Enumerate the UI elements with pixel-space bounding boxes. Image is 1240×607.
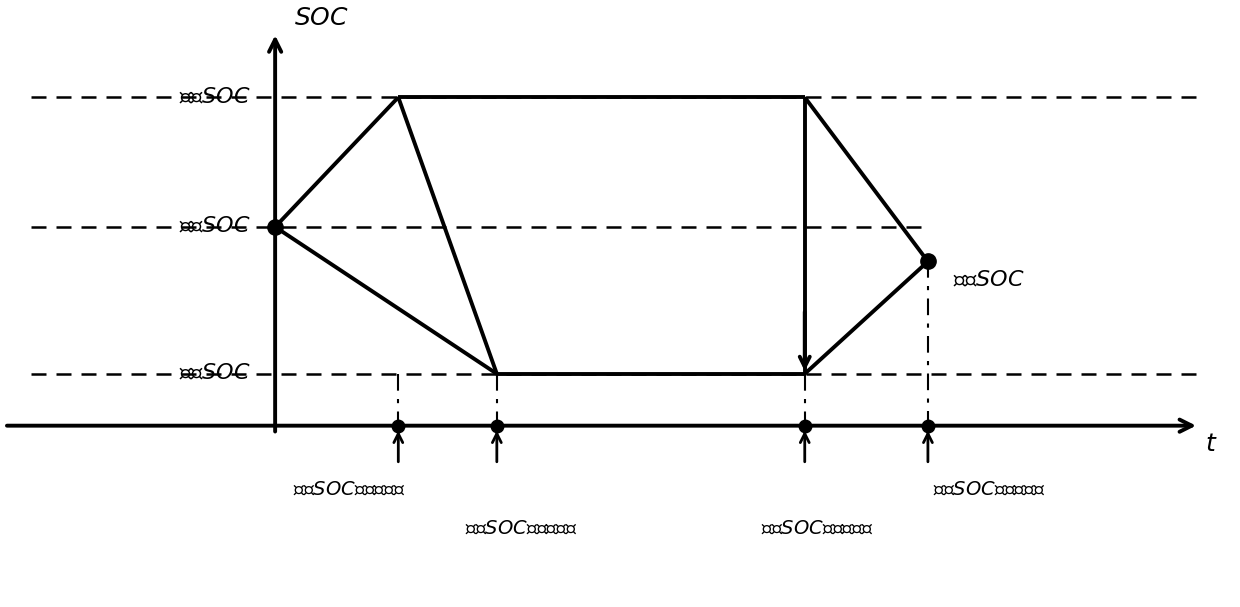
- Text: 最终$SOC$的上升时刻: 最终$SOC$的上升时刻: [934, 480, 1045, 499]
- Text: 初始$SOC$的下降时刻: 初始$SOC$的下降时刻: [465, 518, 578, 538]
- Text: $SOC$: $SOC$: [294, 6, 348, 30]
- Text: $t$: $t$: [1205, 432, 1218, 456]
- Text: 最终$SOC$的下降时刻: 最终$SOC$的下降时刻: [761, 518, 873, 538]
- Text: 最终$SOC$: 最终$SOC$: [952, 270, 1024, 290]
- Text: 初始$SOC$的上升时刻: 初始$SOC$的上升时刻: [293, 480, 405, 499]
- Text: 初始$SOC$: 初始$SOC$: [179, 217, 250, 237]
- Text: 最大$SOC$: 最大$SOC$: [179, 87, 250, 107]
- Text: 最小$SOC$: 最小$SOC$: [179, 364, 250, 384]
